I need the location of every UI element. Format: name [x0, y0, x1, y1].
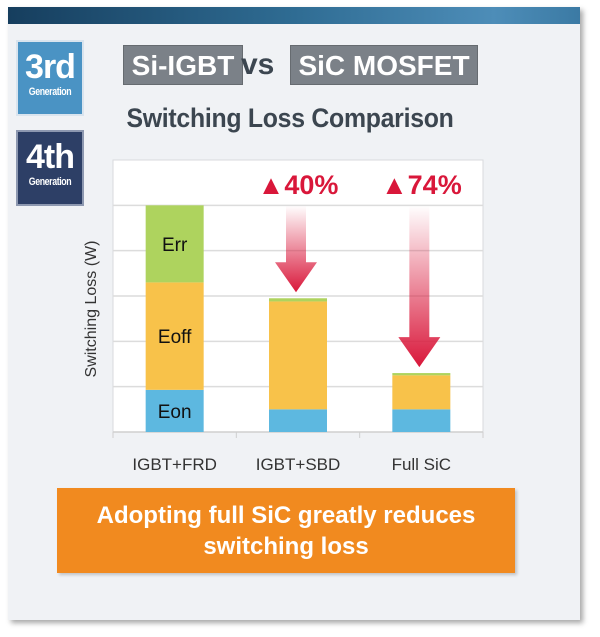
reduction-arrow	[398, 205, 441, 368]
bar-eon	[392, 409, 451, 432]
segment-label-err: Err	[162, 235, 188, 256]
reduction-label: ▲40%	[258, 170, 339, 200]
bar-eoff	[145, 282, 204, 390]
badge-3rd-generation: 3rd Generation	[16, 40, 84, 116]
badge-4th-sub: Generation	[28, 176, 72, 188]
bar-err	[145, 205, 204, 283]
bar-eoff	[269, 301, 327, 410]
reduction-label: ▲74%	[381, 170, 462, 200]
category-label: IGBT+FRD	[132, 455, 217, 474]
bar-err	[269, 298, 327, 302]
badge-4th-label: 4th	[26, 138, 75, 176]
category-label: Full SiC	[392, 455, 452, 474]
chart-title: Switching Loss Comparison	[126, 103, 454, 133]
segment-label-eon: Eon	[158, 402, 192, 423]
si-igbt-label: Si-IGBT	[123, 45, 243, 85]
banner-line-1: Adopting full SiC greatly reduces	[96, 501, 476, 529]
bar-err	[392, 373, 451, 376]
badge-4th-generation: 4th Generation	[16, 130, 84, 206]
header-band	[8, 7, 580, 24]
bar-eon	[269, 409, 327, 432]
badge-3rd-sub: Generation	[28, 86, 72, 98]
bar-eoff	[392, 375, 451, 410]
segment-label-eoff: Eoff	[158, 327, 192, 348]
bar-eon	[145, 389, 204, 432]
badge-3rd-label: 3rd	[25, 48, 76, 86]
banner-line-2: switching loss	[203, 532, 369, 560]
vs-label: vs	[241, 48, 275, 81]
sic-mosfet-label: SiC MOSFET	[290, 45, 478, 85]
reduction-arrow	[275, 205, 317, 293]
conclusion-banner: Adopting full SiC greatly reduces switchi…	[57, 488, 515, 573]
category-label: IGBT+SBD	[256, 455, 341, 474]
